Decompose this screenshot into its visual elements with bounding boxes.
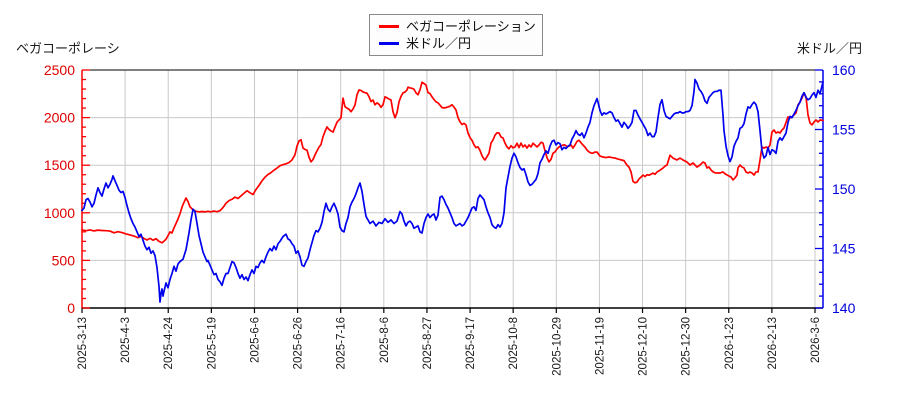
right-axis-title: 米ドル／円 bbox=[796, 41, 862, 56]
left-axis-tick-label: 2000 bbox=[44, 110, 75, 126]
x-axis-date-label: 2025-12-10 bbox=[638, 317, 650, 376]
right-axis-tick-label: 150 bbox=[832, 181, 856, 197]
x-axis-date-label: 2025-3-13 bbox=[77, 317, 89, 369]
x-axis-date-label: 2025-12-30 bbox=[681, 317, 693, 376]
x-axis-date-label: 2025-6-26 bbox=[293, 317, 305, 369]
x-axis-date-label: 2026-2-13 bbox=[767, 317, 779, 369]
x-axis-date-label: 2025-6-6 bbox=[249, 317, 261, 363]
x-axis-date-label: 2025-8-27 bbox=[422, 317, 434, 369]
left-axis-title: ベガコーポレーシ bbox=[16, 41, 120, 56]
right-axis-tick-label: 160 bbox=[832, 62, 856, 78]
x-axis-date-label: 2025-10-8 bbox=[508, 317, 520, 369]
legend-entry-stock: ベガコーポレーション bbox=[370, 20, 542, 33]
legend-line-sample-blue bbox=[379, 41, 399, 45]
right-axis-tick-label: 140 bbox=[832, 300, 856, 316]
legend-label-stock: ベガコーポレーション bbox=[406, 19, 536, 35]
x-axis-date-label: 2026-3-6 bbox=[810, 317, 822, 363]
legend-entry-usdjpy: 米ドル／円 bbox=[370, 37, 542, 50]
series-line-usdjpy bbox=[81, 78, 824, 303]
x-axis-date-label: 2025-5-19 bbox=[206, 317, 218, 369]
x-axis-date-label: 2025-7-16 bbox=[336, 317, 348, 369]
x-axis-date-label: 2025-4-3 bbox=[120, 317, 132, 363]
series-line-stock bbox=[81, 81, 824, 244]
legend-line-sample-red bbox=[379, 25, 399, 29]
x-axis-date-label: 2026-1-23 bbox=[724, 317, 736, 369]
right-axis-tick-label: 155 bbox=[832, 122, 856, 138]
x-axis-date-label: 2025-10-29 bbox=[551, 317, 563, 376]
left-axis-tick-label: 500 bbox=[52, 252, 76, 268]
left-axis-tick-label: 2500 bbox=[44, 62, 75, 78]
legend-label-usdjpy: 米ドル／円 bbox=[406, 35, 472, 51]
x-axis-date-label: 2025-11-19 bbox=[594, 317, 606, 375]
x-axis-date-label: 2025-4-24 bbox=[163, 316, 175, 369]
legend: ベガコーポレーション 米ドル／円 bbox=[369, 14, 543, 56]
left-axis-tick-label: 1500 bbox=[44, 157, 75, 173]
left-axis-tick-label: 1000 bbox=[44, 205, 75, 221]
left-axis-tick-label: 0 bbox=[67, 300, 75, 316]
right-axis-tick-label: 145 bbox=[832, 241, 856, 257]
x-axis-date-label: 2025-9-17 bbox=[465, 317, 477, 369]
x-axis-date-label: 2025-8-6 bbox=[379, 317, 391, 363]
